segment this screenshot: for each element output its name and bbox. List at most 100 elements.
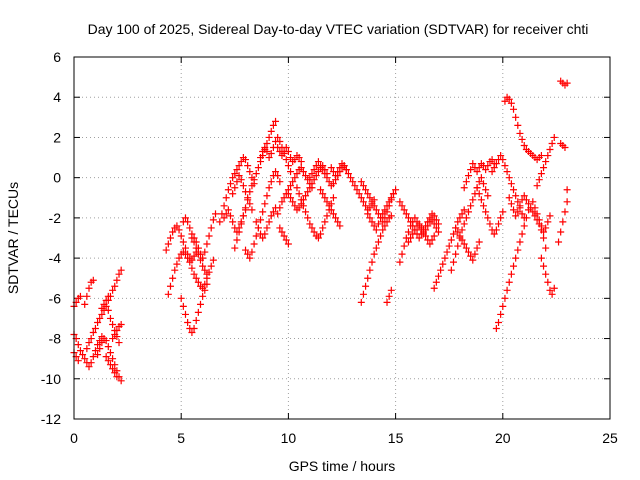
data-point bbox=[299, 202, 307, 210]
data-point bbox=[407, 218, 415, 226]
data-point bbox=[233, 178, 241, 186]
data-point bbox=[398, 202, 406, 210]
data-point bbox=[441, 254, 449, 262]
data-point bbox=[499, 208, 507, 216]
data-point bbox=[306, 184, 314, 192]
data-point bbox=[447, 236, 455, 244]
data-point bbox=[259, 208, 267, 216]
data-point bbox=[456, 214, 464, 222]
data-point bbox=[475, 190, 483, 198]
data-point bbox=[327, 164, 335, 172]
data-point bbox=[460, 206, 468, 214]
data-point bbox=[175, 254, 183, 262]
data-point bbox=[242, 156, 250, 164]
data-point bbox=[190, 270, 198, 278]
data-point bbox=[392, 186, 400, 194]
data-point bbox=[162, 246, 170, 254]
series-sat-an bbox=[452, 224, 483, 264]
data-point bbox=[314, 168, 322, 176]
data-point bbox=[207, 224, 215, 232]
data-point bbox=[169, 228, 177, 236]
data-point bbox=[91, 325, 99, 332]
data-point bbox=[437, 266, 445, 274]
data-point bbox=[98, 339, 106, 347]
data-point bbox=[287, 154, 295, 162]
series-sat-h bbox=[102, 353, 121, 381]
data-point bbox=[434, 220, 442, 228]
data-point bbox=[308, 170, 316, 178]
data-point bbox=[359, 290, 367, 298]
data-point bbox=[464, 172, 472, 180]
data-point bbox=[546, 146, 554, 154]
data-point bbox=[261, 200, 269, 208]
data-point bbox=[467, 202, 475, 210]
data-point bbox=[432, 278, 440, 286]
data-point bbox=[454, 228, 462, 236]
data-point bbox=[94, 351, 102, 359]
series-sat-g bbox=[98, 292, 112, 314]
data-point bbox=[278, 228, 286, 236]
data-point bbox=[362, 186, 370, 194]
data-point bbox=[179, 238, 187, 246]
data-point bbox=[297, 158, 305, 166]
data-point bbox=[359, 182, 367, 190]
data-point bbox=[278, 152, 286, 160]
data-point bbox=[321, 170, 329, 178]
data-point bbox=[366, 214, 374, 222]
data-point bbox=[184, 250, 192, 258]
data-point bbox=[104, 306, 112, 314]
y-tick-label: 4 bbox=[53, 89, 61, 105]
series-sat-ao bbox=[460, 156, 498, 192]
data-point bbox=[257, 154, 265, 162]
data-point bbox=[533, 182, 541, 190]
data-point bbox=[87, 335, 95, 343]
data-point bbox=[175, 226, 183, 234]
data-point bbox=[411, 214, 419, 222]
data-point bbox=[282, 236, 290, 244]
data-point bbox=[224, 206, 232, 214]
data-point bbox=[117, 377, 125, 385]
data-point bbox=[293, 184, 301, 192]
data-point bbox=[302, 192, 310, 200]
data-point bbox=[317, 230, 325, 238]
data-point bbox=[179, 302, 187, 310]
data-point bbox=[91, 347, 99, 355]
data-point bbox=[537, 222, 545, 230]
data-point bbox=[289, 198, 297, 206]
data-point bbox=[188, 234, 196, 242]
data-point bbox=[276, 137, 284, 145]
data-point bbox=[344, 170, 352, 178]
data-point bbox=[387, 286, 395, 294]
series-sat-av bbox=[533, 133, 558, 190]
data-point bbox=[383, 298, 391, 306]
data-point bbox=[424, 218, 432, 226]
data-point bbox=[250, 240, 258, 248]
data-point bbox=[94, 318, 102, 326]
data-point bbox=[248, 182, 256, 190]
series-sat-m bbox=[177, 280, 211, 337]
data-point bbox=[106, 361, 114, 369]
data-point bbox=[501, 162, 509, 170]
data-point bbox=[507, 270, 515, 278]
data-point bbox=[334, 168, 342, 176]
data-point bbox=[196, 300, 204, 308]
data-point bbox=[102, 337, 110, 345]
data-point bbox=[467, 166, 475, 174]
data-point bbox=[514, 198, 522, 206]
data-point bbox=[109, 320, 117, 328]
data-point bbox=[501, 97, 509, 105]
data-point bbox=[242, 246, 250, 254]
data-point bbox=[402, 210, 410, 218]
data-point bbox=[426, 214, 434, 222]
data-point bbox=[535, 176, 543, 184]
data-point bbox=[512, 254, 520, 262]
data-point bbox=[166, 282, 174, 290]
data-point bbox=[323, 198, 331, 206]
data-point bbox=[505, 278, 513, 286]
data-point bbox=[209, 256, 217, 264]
data-point bbox=[492, 325, 500, 332]
data-point bbox=[181, 310, 189, 318]
series-sat-az bbox=[557, 139, 569, 151]
data-point bbox=[263, 224, 271, 232]
